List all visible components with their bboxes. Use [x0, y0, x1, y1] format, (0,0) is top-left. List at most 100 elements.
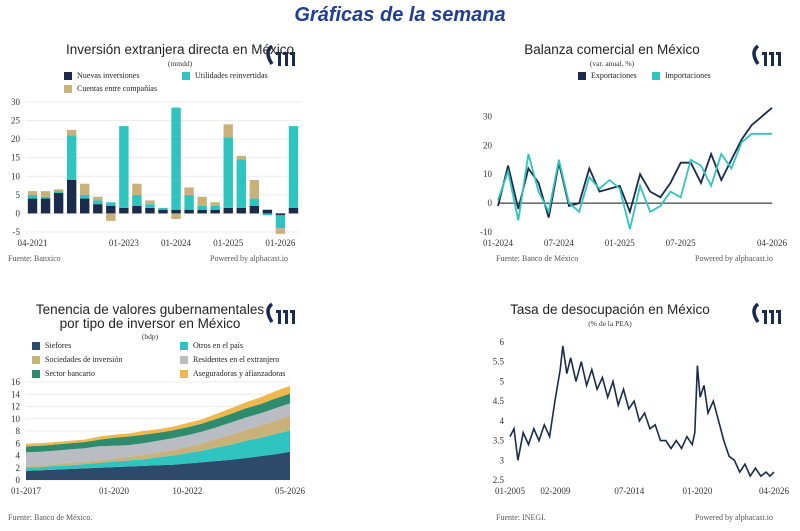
- x-tick-label: 01-2020: [99, 486, 129, 496]
- x-tick-label: 01-2026: [265, 238, 295, 248]
- legend-label: Siefores: [45, 341, 72, 350]
- bar-segment: [145, 207, 155, 214]
- bar-segment: [27, 191, 38, 195]
- bar-segment: [236, 159, 246, 208]
- y-tick-label: 2.5: [493, 475, 505, 485]
- x-tick-label: 01-2024: [483, 238, 513, 248]
- panel-tenencia: Tenencia de valores gubernamentales por …: [0, 268, 400, 528]
- bar-segment: [171, 213, 181, 219]
- legend-label: Sector bancario: [45, 369, 95, 378]
- alphacast-logo-icon: [752, 44, 781, 66]
- bar-segment: [197, 209, 207, 214]
- chart-title: Tasa de desocupación en México: [510, 302, 710, 317]
- bar-segment: [27, 194, 38, 199]
- y-tick-label: 5.5: [493, 357, 505, 367]
- series-line: [497, 107, 773, 218]
- legend-item: Aseguradoras y afianzadoras: [180, 369, 285, 378]
- bar-segment: [132, 206, 142, 214]
- powered-by: Powered by alphacast.io: [695, 513, 773, 522]
- legend-label: Aseguradoras y afianzadoras: [193, 369, 286, 378]
- panel-balanza: Balanza comercial en México (var. anual,…: [400, 30, 800, 290]
- bar-segment: [106, 213, 116, 221]
- bar-segment: [262, 213, 273, 216]
- legend-label: Sociedades de inversión: [45, 355, 123, 364]
- bar-segment: [158, 207, 168, 210]
- chart-source: Fuente: Banco de México.: [8, 513, 93, 522]
- bar-segment: [66, 129, 77, 136]
- x-tick-label: 04-2026: [757, 238, 787, 248]
- x-tick-label: 01-2025: [213, 238, 243, 248]
- legend-swatch: [652, 71, 660, 80]
- bar-segment: [53, 189, 64, 192]
- bar-segment: [262, 209, 273, 214]
- bar-segment: [27, 198, 38, 214]
- bar-segment: [132, 183, 142, 195]
- panel-desocupacion: Tasa de desocupación en México (% de la …: [400, 268, 800, 528]
- series-line: [497, 132, 772, 230]
- area-band: [26, 415, 290, 468]
- alphacast-logo-icon: [266, 44, 295, 66]
- legend-label: Otros en el país: [193, 341, 243, 350]
- bar-segment: [275, 213, 286, 216]
- x-tick-label: 10-2022: [172, 486, 202, 496]
- bar-segment: [275, 215, 286, 229]
- bar-segment: [249, 206, 260, 214]
- bar-segment: [249, 198, 260, 206]
- bar-segment: [93, 196, 103, 201]
- series-line: [509, 345, 775, 478]
- x-tick-label: 01-2025: [605, 238, 635, 248]
- y-tick-label: 0: [488, 198, 493, 208]
- panel-ied: Inversión extranjera directa en México (…: [0, 30, 400, 290]
- legend-swatch: [578, 71, 586, 80]
- legend-item: Sector bancario: [32, 369, 95, 378]
- bar-segment: [288, 207, 299, 214]
- bar-segment: [80, 198, 90, 214]
- y-tick-label: 0: [16, 208, 21, 218]
- y-tick-label: 8: [16, 426, 21, 436]
- y-tick-label: 10: [483, 169, 493, 179]
- bar-segment: [40, 198, 51, 214]
- x-tick-label: 01-2020: [682, 486, 712, 496]
- bar-segment: [210, 206, 220, 210]
- bar-segment: [106, 202, 116, 206]
- legend-item: Otros en el país: [180, 341, 243, 350]
- tenencia-area-chart: 0 2 4 6 8 10 12 14 16 01-2017 01-2020 10-2022 05-202…: [11, 377, 305, 496]
- y-tick-label: 4: [500, 416, 505, 426]
- y-tick-label: 2: [16, 463, 21, 473]
- alphacast-logo-icon: [752, 302, 781, 324]
- y-tick-label: 20: [483, 140, 493, 150]
- bar-segment: [288, 126, 299, 208]
- y-tick-label: 3: [500, 455, 505, 465]
- bar-segment: [223, 137, 233, 208]
- chart-subtitle: (mmdd): [167, 59, 193, 68]
- bar-segment: [66, 180, 77, 214]
- bar-segment: [184, 187, 194, 195]
- legend-swatch: [180, 355, 188, 364]
- chart-source: Fuente: INEGI.: [496, 513, 546, 522]
- y-tick-label: 14: [11, 389, 21, 399]
- bar-segment: [53, 193, 64, 214]
- y-tick-label: 5: [16, 190, 21, 200]
- bar-segment: [119, 126, 129, 208]
- x-tick-label: 07-2024: [544, 238, 574, 248]
- x-tick-label: 04-2026: [759, 486, 789, 496]
- x-tick-label: 05-2026: [275, 486, 305, 496]
- x-tick-label: 01-2005: [495, 486, 525, 496]
- bar-segment: [53, 191, 64, 193]
- x-tick-label: 01-2017: [11, 486, 41, 496]
- legend-item: Sociedades de inversión: [32, 355, 122, 364]
- chart-subtitle: (var. anual, %): [589, 59, 635, 68]
- bar-segment: [197, 206, 207, 210]
- x-tick-label: 02-2009: [540, 486, 570, 496]
- bar-segment: [184, 194, 194, 210]
- bar-segment: [184, 209, 194, 214]
- y-tick-label: 25: [11, 116, 21, 126]
- chart-title: Inversión extranjera directa en México: [65, 42, 295, 57]
- legend-swatch: [64, 84, 72, 93]
- legend-swatch: [180, 341, 188, 350]
- legend-label: Exportaciones: [591, 71, 637, 80]
- x-tick-label: 04-2021: [18, 238, 48, 248]
- chart-source: Fuente: Banco de México: [496, 254, 579, 263]
- page-title: Gráficas de la semana: [294, 4, 506, 26]
- balanza-line-chart: -10 0 10 20 30 01-2024 07-2024 01-2025 07-2025 04…: [480, 107, 787, 248]
